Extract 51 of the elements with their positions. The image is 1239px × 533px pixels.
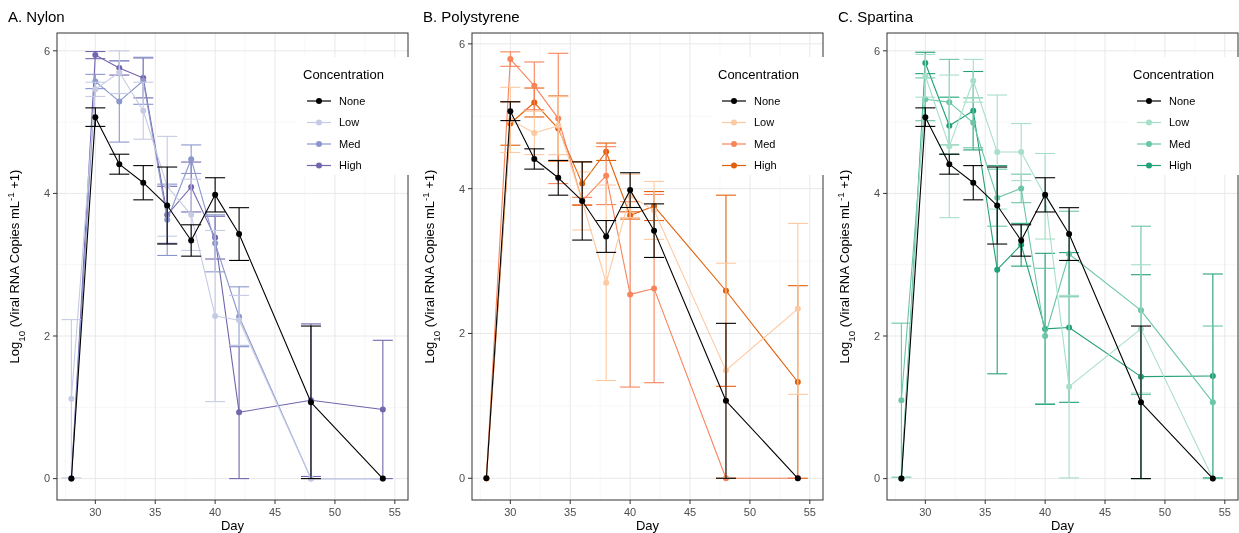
legend-label: Med <box>754 137 776 150</box>
y-tick-label: 4 <box>458 182 465 195</box>
legend-label: High <box>1169 159 1192 172</box>
x-tick-label: 35 <box>979 506 992 518</box>
y-tick-label: 2 <box>873 329 880 342</box>
x-tick-label: 45 <box>683 506 697 518</box>
x-tick-label: 40 <box>624 506 637 518</box>
x-axis-title: Day <box>220 518 245 533</box>
y-tick-label: 2 <box>458 327 465 340</box>
x-axis-title: Day <box>635 518 660 533</box>
x-tick-label: 50 <box>743 506 757 518</box>
legend-label: Med <box>1169 137 1191 150</box>
x-tick-label: 40 <box>209 506 222 518</box>
legend-title: Concentration <box>303 67 384 82</box>
x-tick-label: 30 <box>89 506 102 518</box>
legend-label: Low <box>754 116 775 129</box>
legend-label: Med <box>339 137 361 150</box>
x-tick-label: 55 <box>388 506 401 518</box>
y-tick-label: 4 <box>43 187 50 200</box>
legend-title: Concentration <box>718 67 799 82</box>
x-tick-label: 30 <box>504 506 517 518</box>
y-tick-label: 4 <box>873 187 880 200</box>
x-tick-label: 50 <box>328 506 342 518</box>
chart-title: B. Polystyrene <box>423 8 520 25</box>
x-tick-label: 45 <box>1098 506 1112 518</box>
x-tick-label: 35 <box>149 506 162 518</box>
x-tick-label: 30 <box>919 506 932 518</box>
y-tick-label: 6 <box>873 44 880 57</box>
y-tick-label: 6 <box>458 37 465 50</box>
y-tick-label: 6 <box>43 44 50 57</box>
y-tick-label: 0 <box>458 472 465 485</box>
legend-label: High <box>339 159 362 172</box>
legend-label: None <box>339 94 366 107</box>
legend-label: Low <box>1169 116 1190 129</box>
x-tick-label: 50 <box>1158 506 1172 518</box>
x-tick-label: 55 <box>803 506 816 518</box>
chart-title: A. Nylon <box>8 8 65 25</box>
y-tick-label: 0 <box>43 472 50 485</box>
legend-label: None <box>754 94 781 107</box>
chart-title: C. Spartina <box>838 8 914 25</box>
x-axis-title: Day <box>1050 518 1075 533</box>
x-tick-label: 55 <box>1218 506 1231 518</box>
x-tick-label: 35 <box>564 506 577 518</box>
legend-label: Low <box>339 116 360 129</box>
y-tick-label: 2 <box>43 329 50 342</box>
legend-label: High <box>754 159 777 172</box>
legend-title: Concentration <box>1133 67 1214 82</box>
legend-label: None <box>1169 94 1196 107</box>
x-tick-label: 45 <box>268 506 282 518</box>
y-tick-label: 0 <box>873 472 880 485</box>
x-tick-label: 40 <box>1039 506 1052 518</box>
